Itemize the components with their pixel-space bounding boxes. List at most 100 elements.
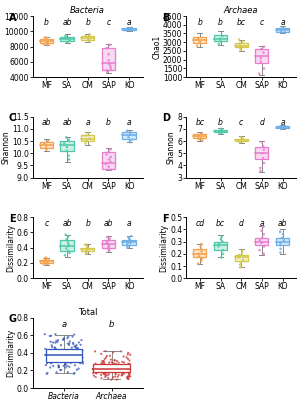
Point (219, 126, 223, 132)
Point (127, 371, 132, 377)
Point (42, 34, 47, 41)
Point (123, 366, 128, 372)
Point (45, 40, 49, 46)
Point (112, 357, 117, 364)
Point (129, 26, 133, 32)
Point (97, 365, 102, 372)
Point (220, 238, 225, 245)
Point (220, 33, 225, 39)
Point (53, 345, 57, 351)
Point (120, 370, 125, 377)
Point (126, 376, 131, 382)
Point (125, 374, 129, 381)
Point (44, 370, 49, 377)
Point (282, 26, 287, 32)
Point (127, 25, 132, 32)
Point (259, 240, 264, 246)
Point (67, 364, 72, 370)
Point (47, 353, 52, 359)
Point (261, 50, 266, 56)
Point (258, 168, 263, 174)
Point (70, 356, 75, 363)
Point (96, 364, 100, 370)
Point (278, 246, 283, 252)
Text: a: a (86, 118, 90, 127)
Point (257, 70, 262, 77)
Point (72, 343, 77, 350)
Point (199, 256, 204, 262)
Point (116, 360, 121, 366)
Text: C: C (9, 114, 16, 124)
Point (44, 146, 49, 153)
Point (58, 367, 63, 373)
Bar (40, 260, 53, 263)
Point (106, 51, 111, 58)
Point (80, 354, 85, 361)
Point (50, 359, 54, 366)
Point (278, 242, 283, 248)
Point (127, 370, 132, 377)
Point (126, 373, 131, 380)
Point (127, 373, 132, 379)
Bar (214, 35, 227, 41)
Point (123, 362, 128, 369)
Point (220, 129, 225, 136)
Bar (255, 49, 269, 63)
Bar (235, 138, 248, 141)
Point (59, 347, 64, 354)
Text: d: d (239, 219, 244, 228)
Point (126, 350, 131, 356)
Point (106, 246, 111, 252)
Point (238, 262, 242, 268)
Point (102, 356, 107, 362)
Point (104, 151, 109, 158)
Bar (193, 134, 206, 138)
Point (45, 42, 50, 48)
Point (74, 342, 79, 348)
Point (72, 362, 77, 368)
Point (108, 159, 113, 165)
Point (126, 234, 131, 241)
Point (55, 339, 60, 345)
Point (73, 355, 78, 361)
Point (54, 369, 59, 375)
Y-axis label: Dissimilarity: Dissimilarity (6, 224, 15, 272)
Point (216, 243, 221, 250)
Point (112, 360, 116, 366)
Point (106, 149, 111, 155)
Point (87, 31, 92, 38)
Point (106, 371, 111, 378)
Point (48, 333, 52, 339)
Point (53, 354, 57, 360)
Point (219, 234, 224, 240)
Point (86, 245, 91, 252)
Point (49, 332, 54, 339)
Point (45, 370, 50, 376)
Point (104, 240, 109, 246)
Bar (102, 48, 115, 70)
Point (196, 136, 201, 142)
Point (93, 369, 98, 376)
Point (67, 354, 71, 360)
Point (94, 370, 99, 377)
Bar (81, 248, 94, 251)
Point (48, 352, 53, 359)
Point (86, 246, 91, 252)
Point (41, 41, 46, 47)
Point (200, 137, 205, 144)
Point (67, 136, 71, 143)
Point (116, 372, 121, 378)
Point (108, 167, 113, 173)
Text: a: a (127, 18, 131, 27)
Point (102, 368, 106, 374)
Point (126, 374, 130, 381)
Point (56, 364, 61, 370)
Point (120, 364, 125, 370)
Point (84, 248, 89, 254)
Point (125, 376, 130, 382)
Point (65, 340, 70, 347)
Point (109, 368, 114, 374)
Point (61, 336, 65, 343)
Point (74, 366, 79, 373)
Point (217, 130, 222, 137)
